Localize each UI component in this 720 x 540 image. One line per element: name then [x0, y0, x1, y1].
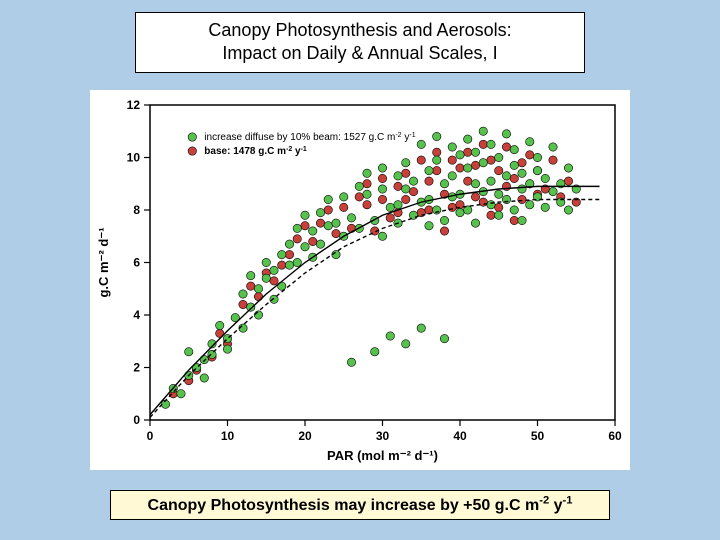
title-line-1: Canopy Photosynthesis and Aerosols: — [146, 19, 574, 42]
caption-box: Canopy Photosynthesis may increase by +5… — [110, 490, 610, 520]
title-line-2: Impact on Daily & Annual Scales, I — [146, 42, 574, 65]
chart-container: 0 10 20 30 40 50 60 0 2 4 6 8 10 12 PAR (mol m⁻² d⁻¹) g… — [90, 90, 630, 470]
svg-text:0: 0 — [133, 413, 140, 427]
caption-text: Canopy Photosynthesis may increase by +5… — [148, 497, 573, 514]
svg-text:12: 12 — [127, 98, 141, 112]
svg-text:40: 40 — [453, 429, 467, 443]
svg-text:10: 10 — [221, 429, 235, 443]
svg-text:30: 30 — [376, 429, 390, 443]
svg-text:20: 20 — [298, 429, 312, 443]
svg-text:0: 0 — [147, 429, 154, 443]
scatter-chart: 0 10 20 30 40 50 60 0 2 4 6 8 10 12 PAR (mol m⁻² d⁻¹) g… — [90, 90, 630, 470]
svg-text:10: 10 — [127, 151, 141, 165]
svg-text:2: 2 — [133, 361, 140, 375]
svg-text:6: 6 — [133, 256, 140, 270]
slide: Canopy Photosynthesis and Aerosols: Impa… — [0, 0, 720, 540]
svg-text:4: 4 — [133, 308, 140, 322]
svg-text:60: 60 — [608, 429, 622, 443]
svg-text:g.C m⁻² d⁻¹: g.C m⁻² d⁻¹ — [96, 227, 111, 297]
title-box: Canopy Photosynthesis and Aerosols: Impa… — [135, 12, 585, 73]
svg-text:increase diffuse by 10% beam:: increase diffuse by 10% beam: 1527 g.C m… — [204, 132, 415, 144]
svg-text:8: 8 — [133, 203, 140, 217]
svg-text:PAR (mol m⁻² d⁻¹): PAR (mol m⁻² d⁻¹) — [327, 448, 438, 463]
svg-text:50: 50 — [531, 429, 545, 443]
svg-text:base: 1478 g.C m-2 y-1: base: 1478 g.C m-2 y-1 — [204, 146, 307, 158]
